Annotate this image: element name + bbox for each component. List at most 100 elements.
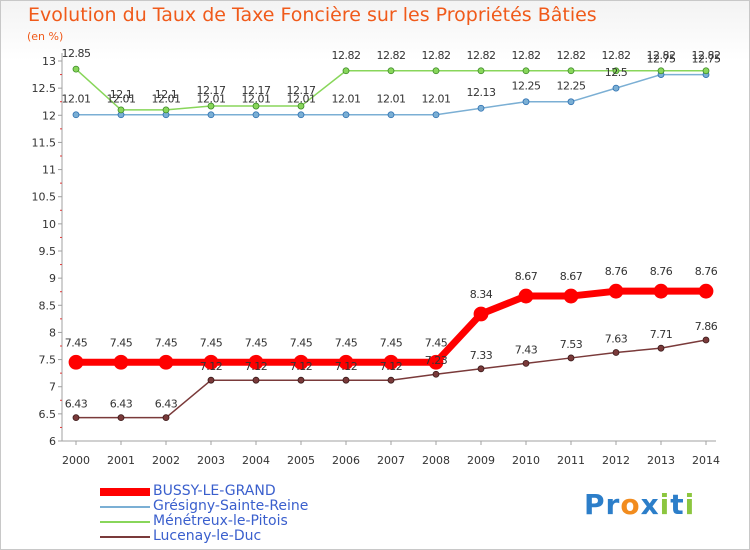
data-label: 7.33 <box>470 349 493 362</box>
data-label: 12.82 <box>377 49 406 62</box>
data-label: 6.43 <box>155 398 178 411</box>
y-tick-label: 13 <box>42 55 56 68</box>
data-point <box>383 354 399 370</box>
data-label: 12.01 <box>62 93 91 106</box>
data-label: 12.01 <box>332 93 361 106</box>
data-point <box>473 306 489 322</box>
data-point <box>248 354 264 370</box>
x-tick-label: 2008 <box>422 454 450 467</box>
data-point <box>342 67 350 75</box>
data-point <box>653 283 669 299</box>
data-label: 7.45 <box>380 336 403 349</box>
data-point <box>297 376 305 384</box>
y-tick-label: 8 <box>49 326 56 339</box>
data-label: 7.12 <box>335 360 358 373</box>
y-tick-label: 9.5 <box>39 245 57 258</box>
legend-item-lucenay[interactable]: Lucenay-le-Duc <box>100 528 360 545</box>
data-label: 7.63 <box>605 333 628 346</box>
y-tick-label: 6.5 <box>39 408 57 421</box>
data-label: 7.12 <box>245 360 268 373</box>
data-label: 12.17 <box>197 84 226 97</box>
data-point <box>293 354 309 370</box>
data-label: 7.12 <box>380 360 403 373</box>
data-point <box>432 111 440 119</box>
data-label: 12.1 <box>110 88 133 101</box>
legend-item-gresigny[interactable]: Grésigny-Sainte-Reine <box>100 498 360 515</box>
series-group <box>68 65 714 422</box>
data-label: 7.45 <box>65 336 88 349</box>
legend-swatch-gresigny <box>100 506 150 508</box>
logo-letter: t <box>670 488 685 521</box>
data-label: 12.01 <box>377 93 406 106</box>
y-tick-label: 7.5 <box>39 354 57 367</box>
data-label: 7.45 <box>335 336 358 349</box>
data-point <box>612 67 620 75</box>
legend-label-bussy: BUSSY-LE-GRAND <box>153 483 276 499</box>
data-label: 7.71 <box>650 328 673 341</box>
data-label: 12.82 <box>692 49 721 62</box>
data-point <box>522 67 530 75</box>
data-label: 7.45 <box>290 336 313 349</box>
data-label: 8.67 <box>560 270 583 283</box>
data-point <box>432 67 440 75</box>
data-label: 12.17 <box>287 84 316 97</box>
y-tick-label: 10 <box>42 218 56 231</box>
data-point <box>252 376 260 384</box>
x-tick-label: 2011 <box>557 454 585 467</box>
data-point <box>113 354 129 370</box>
y-tick-label: 10.5 <box>32 191 57 204</box>
data-label: 12.17 <box>242 84 271 97</box>
x-tick-label: 2000 <box>62 454 90 467</box>
data-point <box>207 376 215 384</box>
data-point <box>117 414 125 422</box>
data-label: 7.12 <box>290 360 313 373</box>
data-point <box>657 67 665 75</box>
data-point <box>518 288 534 304</box>
data-label: 12.13 <box>467 86 496 99</box>
data-label: 8.76 <box>650 265 673 278</box>
y-tick-label: 11.5 <box>32 136 57 149</box>
legend-label-lucenay: Lucenay-le-Duc <box>153 528 262 544</box>
y-tick-label: 7 <box>49 381 56 394</box>
data-point <box>522 359 530 367</box>
data-label: 8.67 <box>515 270 538 283</box>
legend-label-menetreux: Ménétreux-le-Pitois <box>153 513 288 529</box>
data-label: 12.25 <box>512 80 541 93</box>
data-point <box>567 98 575 106</box>
data-point <box>702 67 710 75</box>
data-label: 8.34 <box>470 288 493 301</box>
legend-item-menetreux[interactable]: Ménétreux-le-Pitois <box>100 513 360 530</box>
data-point <box>522 98 530 106</box>
logo-letter: o <box>620 488 641 521</box>
legend-swatch-lucenay <box>100 536 150 538</box>
data-point <box>387 111 395 119</box>
legend-label-gresigny: Grésigny-Sainte-Reine <box>153 498 309 514</box>
legend-item-bussy[interactable]: BUSSY-LE-GRAND <box>100 483 360 500</box>
data-label: 12.82 <box>512 49 541 62</box>
data-point <box>432 370 440 378</box>
data-label: 12.85 <box>62 47 91 60</box>
data-point <box>162 106 170 114</box>
logo-letter: i <box>684 488 696 521</box>
x-tick-group: 2000 2001 2002 2003 2004 2005 2006 2007 2008 2009… <box>62 441 720 467</box>
data-point <box>567 354 575 362</box>
data-label: 7.53 <box>560 338 583 351</box>
data-label: 12.01 <box>422 93 451 106</box>
data-label: 12.82 <box>647 49 676 62</box>
data-point <box>387 376 395 384</box>
data-point <box>117 106 125 114</box>
data-label-group: 7.45 7.45 7.45 7.45 7.45 7.45 7.45 7.45 7.45 8.34… <box>62 47 722 411</box>
line-chart: 6 6.5 7 7.5 8 8.5 9 9.5 10 10.5 11 11.5 12 12.5 13 200… <box>32 47 722 467</box>
data-point <box>297 111 305 119</box>
data-point <box>477 67 485 75</box>
data-point <box>207 111 215 119</box>
x-tick-label: 2003 <box>197 454 225 467</box>
data-label: 12.5 <box>605 66 628 79</box>
data-label: 12.01 <box>152 93 181 106</box>
series-line <box>76 287 706 366</box>
data-label: 7.23 <box>425 354 448 367</box>
x-tick-label: 2006 <box>332 454 360 467</box>
x-tick-label: 2007 <box>377 454 405 467</box>
data-label: 12.1 <box>155 88 178 101</box>
